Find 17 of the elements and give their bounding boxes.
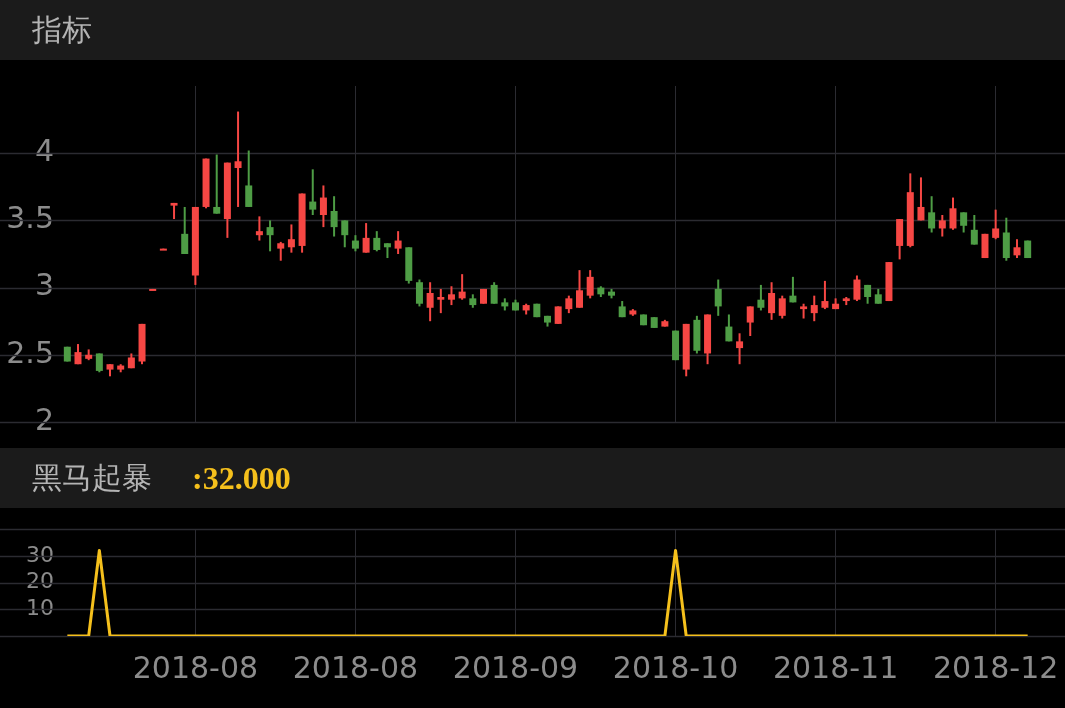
y-tick-label: 10 bbox=[26, 595, 54, 621]
y-tick-label: 30 bbox=[26, 541, 54, 567]
x-tick-label: 2018-09 bbox=[452, 649, 579, 685]
x-tick-label: 2018-08 bbox=[132, 649, 259, 685]
y-tick-label: 2.5 bbox=[6, 334, 54, 370]
y-tick-label: 2 bbox=[34, 401, 54, 437]
x-tick-label: 2018-11 bbox=[772, 649, 899, 685]
x-tick-label: 2018-10 bbox=[612, 649, 739, 685]
chart-title: 黑马起暴 bbox=[32, 458, 152, 497]
y-tick-label: 20 bbox=[26, 568, 54, 594]
chart-subtitle: :32.000 bbox=[192, 459, 291, 497]
candlestick bbox=[234, 111, 242, 207]
x-tick-label: 2018-08 bbox=[292, 649, 419, 685]
y-tick-label: 3 bbox=[34, 267, 54, 303]
chart-title: 指标 bbox=[32, 10, 92, 49]
y-tick-label: 3.5 bbox=[6, 200, 54, 236]
x-tick-label: 2018-12 bbox=[932, 649, 1059, 685]
